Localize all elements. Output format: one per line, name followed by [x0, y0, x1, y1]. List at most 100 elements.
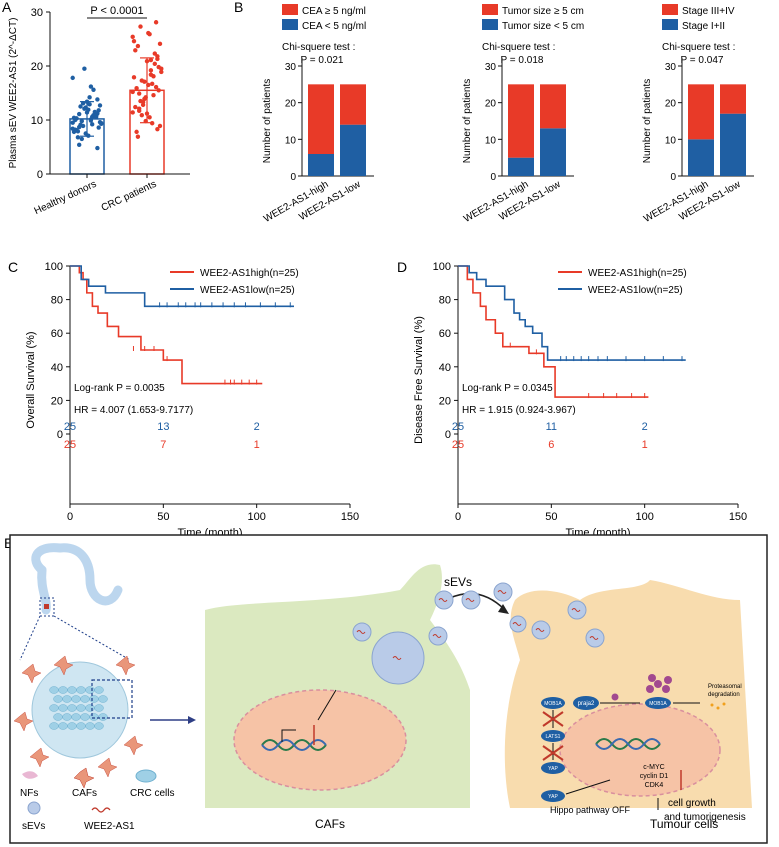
panel-label-b: B — [234, 0, 243, 15]
y-tick-label: 30 — [31, 7, 43, 19]
data-point — [87, 95, 92, 100]
gene-cdk4: CDK4 — [645, 782, 664, 789]
caf-cell-small — [97, 757, 118, 778]
data-point — [97, 103, 103, 108]
x-tick-label: 0 — [67, 511, 73, 523]
vesicle — [585, 628, 605, 648]
chart-panel-b-cea: CEA ≥ 5 ng/ml CEA < 5 ng/ml Chi-squere tes… — [262, 4, 374, 225]
legend-crc: CRC cells — [130, 788, 174, 799]
data-point — [86, 107, 91, 112]
mechanism-diagram: NFs CAFs CRC cells sEVs WEE2-AS1 CAFs c-… — [9, 534, 768, 844]
y-tick-label: 40 — [51, 362, 63, 374]
crc-cell — [94, 722, 104, 730]
data-point — [93, 115, 99, 120]
at-risk-low: 2 — [642, 421, 648, 433]
growth-line2: and tumorigenesis — [664, 812, 746, 823]
y-tick-label: 20 — [439, 395, 451, 407]
lats1-node — [541, 730, 565, 742]
data-point — [153, 20, 159, 25]
svg-text:praja2: praja2 — [578, 701, 595, 707]
data-point — [137, 91, 142, 96]
crc-cell — [58, 704, 68, 712]
crc-cell — [76, 704, 86, 712]
tumour-label: Tumour cells — [650, 817, 718, 831]
bar-segment-0-bottom — [508, 157, 534, 176]
data-point — [88, 118, 94, 123]
data-point — [80, 123, 86, 129]
at-risk-high: 6 — [548, 439, 554, 451]
vesicle — [352, 622, 372, 642]
y-tick-label: 0 — [670, 172, 676, 183]
p-value: P < 0.0001 — [90, 5, 143, 17]
legend-swatch — [482, 19, 498, 30]
panel-label-a: A — [2, 0, 12, 15]
data-point — [148, 57, 154, 63]
caf-cell-small — [21, 663, 42, 684]
data-point — [75, 135, 81, 140]
data-point — [134, 129, 139, 135]
svg-text:MOB1A: MOB1A — [649, 701, 667, 707]
data-point — [152, 61, 157, 67]
legend-label: WEE2-AS1high(n=25) — [200, 268, 299, 279]
data-point — [159, 69, 164, 75]
data-point — [146, 82, 151, 88]
gene-cyclin-d1: cyclin D1 — [640, 773, 669, 780]
data-point — [133, 48, 138, 53]
hippo-label: Hippo pathway OFF — [550, 805, 631, 815]
bar-segment-1-bottom — [540, 128, 566, 176]
vesicle-rna — [392, 656, 402, 660]
y-tick-label: 20 — [285, 99, 297, 110]
svg-text:YAP: YAP — [548, 794, 558, 800]
hr-label: HR = 1.915 (0.924-3.967) — [462, 405, 576, 416]
yap-node-cytoplasm — [541, 762, 565, 774]
legend-label: Tumor size ≥ 5 cm — [502, 6, 584, 17]
y-tick-label: 10 — [485, 135, 497, 146]
bar-segment-1-bottom — [720, 113, 746, 176]
bar-segment-0-bottom — [688, 139, 714, 176]
crc-cell — [49, 704, 59, 712]
at-risk-high: 1 — [254, 439, 260, 451]
x-tick-label: 100 — [635, 511, 653, 523]
vesicle-rna — [438, 598, 448, 602]
y-axis-label: Plasma sEV WEE2-AS1 (2^-ΔCT) — [8, 18, 19, 169]
data-point — [70, 126, 75, 131]
chart-panel-b-stage: Stage III+IV Stage I+II Chi-squere test : P… — [642, 4, 754, 225]
y-tick-label: 10 — [31, 115, 43, 127]
y-tick-label: 0 — [490, 172, 496, 183]
crc-cell — [67, 722, 77, 730]
chart-panel-b-tumor-size: Tumor size ≥ 5 cm Tumor size < 5 cm Chi-sq… — [462, 4, 584, 225]
crc-cell — [80, 713, 90, 721]
y-tick-label: 60 — [439, 328, 451, 340]
y-axis-label: Number of patients — [462, 79, 473, 164]
data-point — [143, 118, 148, 124]
caf-icon — [73, 767, 95, 789]
logrank-label: Log-rank P = 0.0035 — [74, 383, 165, 394]
bar-segment-0-top — [308, 84, 334, 154]
sevs-title: sEVs — [444, 575, 472, 589]
vesicle — [428, 626, 448, 646]
crc-cell — [89, 695, 99, 703]
data-point — [144, 111, 150, 116]
data-point — [87, 102, 92, 107]
data-point — [144, 58, 150, 64]
data-point — [77, 142, 82, 148]
hr-label: HR = 4.007 (1.653-9.7177) — [74, 405, 193, 416]
data-point — [150, 121, 155, 126]
vesicle-rna — [571, 608, 581, 612]
inhibition-cross-1 — [542, 711, 564, 727]
crc-cell — [85, 722, 95, 730]
crc-cell — [67, 704, 77, 712]
vesicle-rna — [497, 590, 507, 594]
bar-segment-0-bottom — [308, 154, 334, 176]
at-risk-low: 2 — [254, 421, 260, 433]
data-point — [159, 66, 164, 71]
logrank-label: Log-rank P = 0.0345 — [462, 383, 553, 394]
vesicle-rna — [356, 630, 366, 634]
x-tick-label: 50 — [545, 511, 557, 523]
panel-label-d: D — [397, 259, 407, 275]
bar-segment-0-top — [688, 84, 714, 140]
crc-cell — [94, 686, 104, 694]
data-point — [157, 123, 163, 129]
